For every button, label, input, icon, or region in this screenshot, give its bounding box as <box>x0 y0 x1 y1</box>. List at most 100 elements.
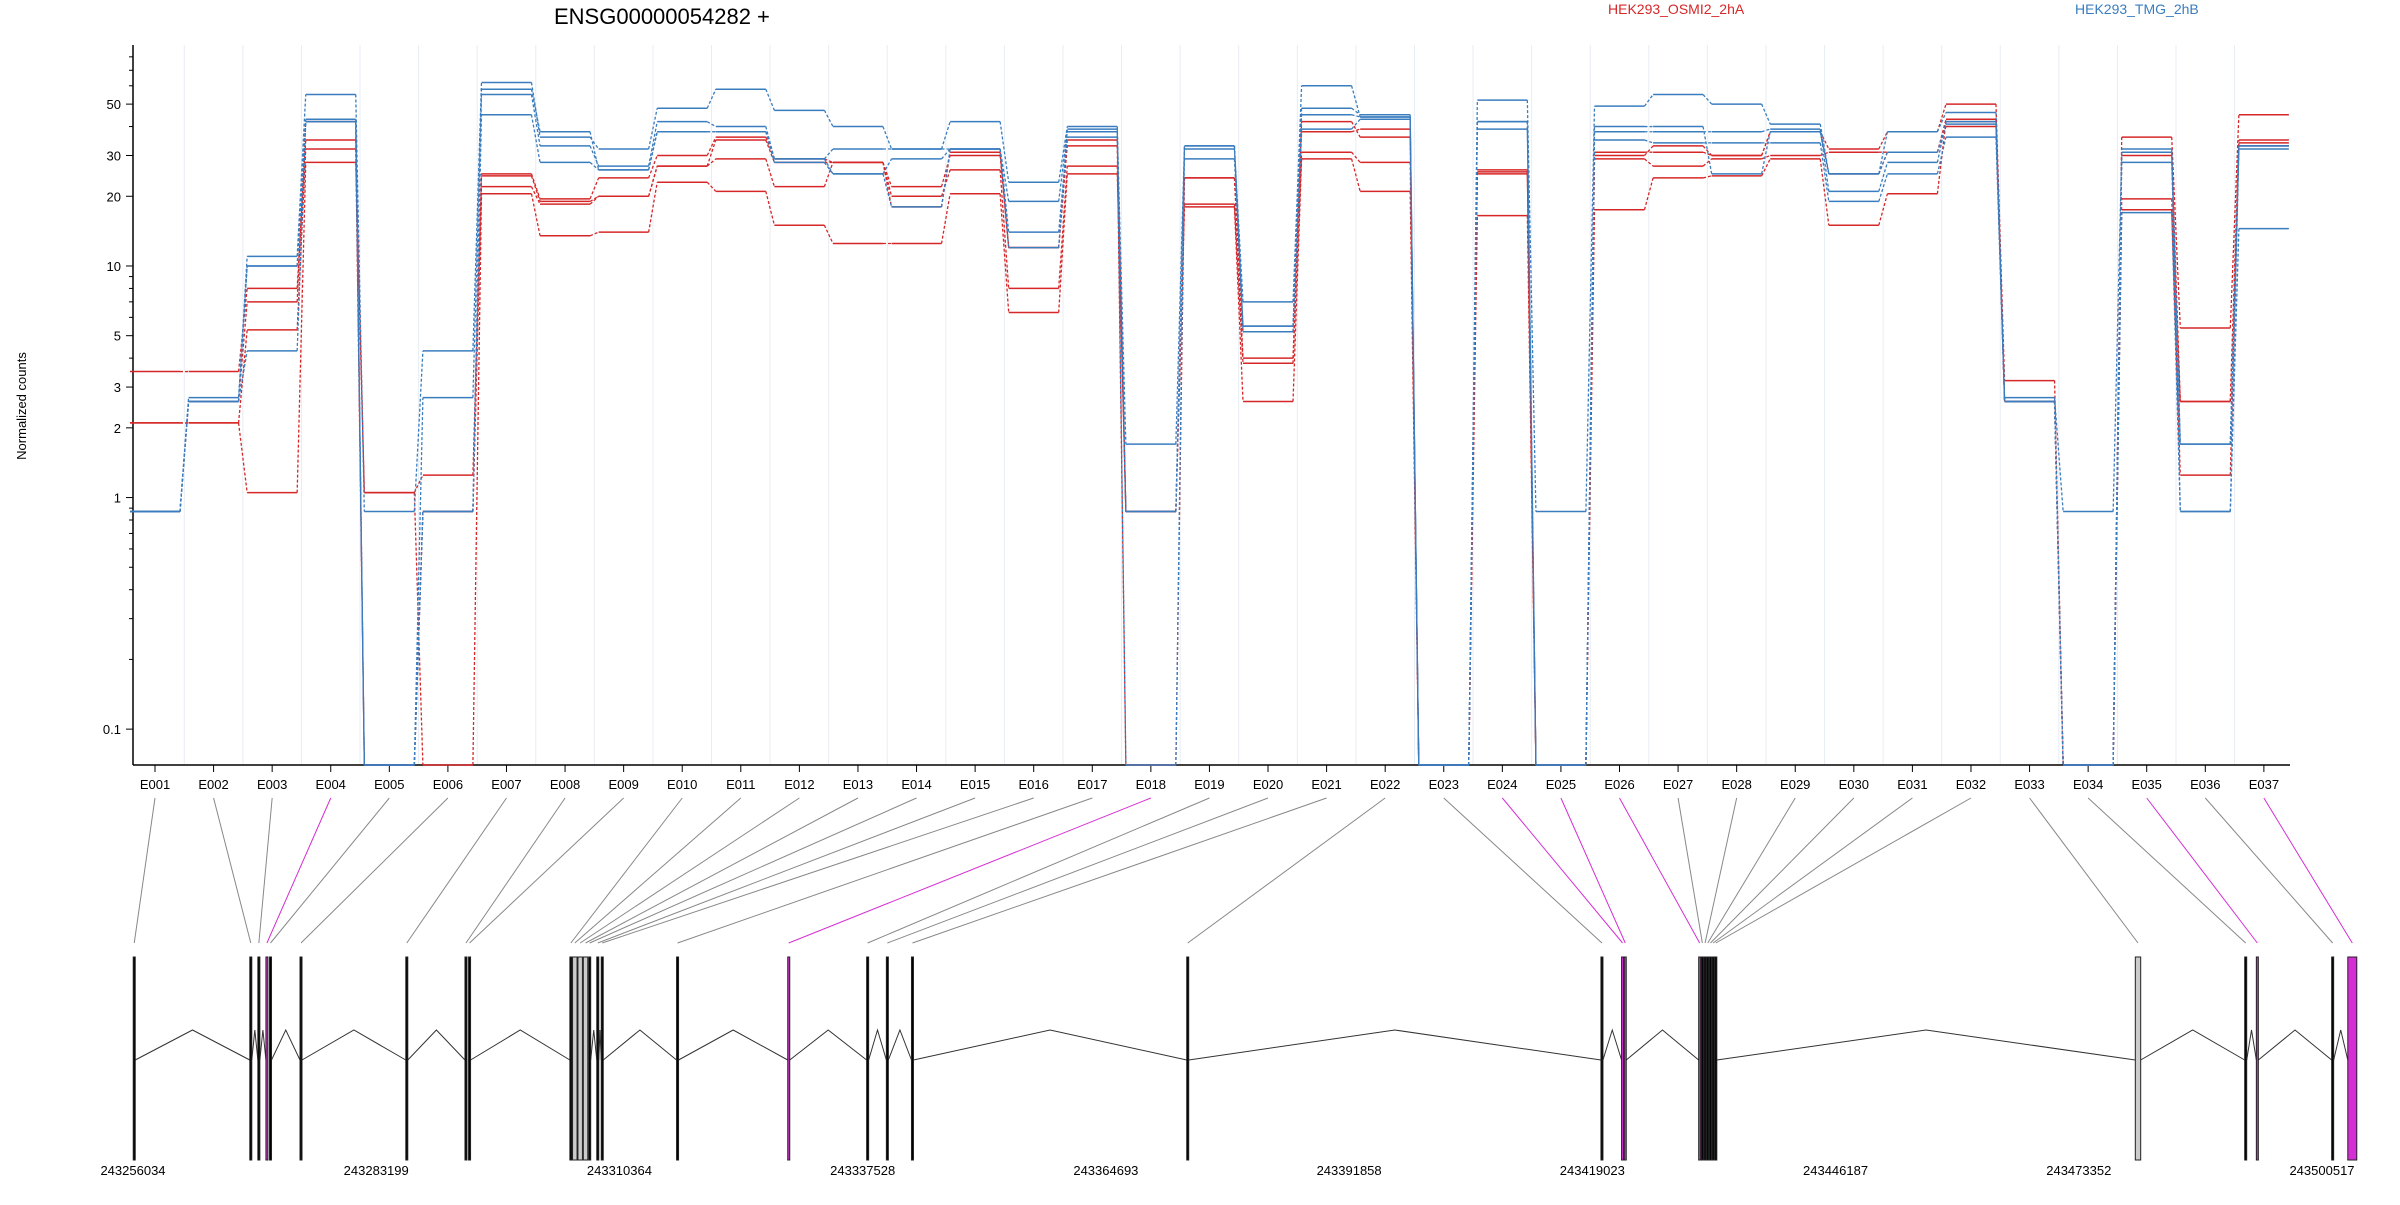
x-tick-label: E016 <box>1019 777 1049 792</box>
exon-connector-E037 <box>2263 797 2353 944</box>
series-connector <box>1936 137 1947 174</box>
series-connector <box>530 173 541 200</box>
intron <box>407 1029 466 1061</box>
series-connector <box>1058 137 1068 233</box>
series-connector <box>1936 121 1947 163</box>
series-connector <box>2229 139 2240 402</box>
x-tick-label: E030 <box>1839 777 1869 792</box>
y-tick-label: 10 <box>107 259 121 274</box>
series-connector <box>530 175 541 202</box>
exon-connector-E001 <box>133 797 156 944</box>
x-tick-label: E022 <box>1370 777 1400 792</box>
exon-connector-E024 <box>1501 797 1623 944</box>
x-tick-label: E011 <box>726 777 755 792</box>
legend-label-osmi2: HEK293_OSMI2_2hA <box>1608 1 1745 17</box>
x-tick-label: E036 <box>2190 777 2220 792</box>
exon-connector-E014 <box>589 797 917 944</box>
exon-E014 <box>588 956 592 1161</box>
exon-E030 <box>1708 956 1712 1161</box>
exon-connector-E007 <box>406 797 507 944</box>
series-tmg-6 <box>130 113 2289 766</box>
exon-connector-E026 <box>1619 797 1701 944</box>
series-connector <box>1643 177 1654 210</box>
exon-E024 <box>1621 956 1625 1161</box>
series-connector <box>1878 151 1889 175</box>
x-tick-label: E004 <box>316 777 346 792</box>
series-connector <box>999 148 1010 233</box>
axis-layer: 0.1 1 2 3 5 10 20 30 50 E001 E002 E003 E004 E005 E006 E… <box>103 45 2290 792</box>
gene-coordinate-label: 243473352 <box>2046 1163 2111 1178</box>
series-connector <box>296 121 307 302</box>
x-tick-label: E002 <box>198 777 228 792</box>
exon-connector-E030 <box>1710 797 1855 944</box>
gene-coordinate-label: 243283199 <box>344 1163 409 1178</box>
series-connector <box>2112 212 2123 766</box>
series-connector <box>296 94 307 257</box>
intron <box>602 1029 677 1061</box>
intron <box>1602 1028 1623 1061</box>
exon-connector-E025 <box>1560 797 1626 944</box>
series-connector <box>355 121 365 766</box>
series-connector <box>1761 131 1771 156</box>
exon-connector-E002 <box>213 797 252 944</box>
series-connector <box>1761 131 1771 174</box>
series-connector <box>647 182 658 233</box>
series-connector <box>706 158 717 167</box>
intron <box>887 1028 912 1061</box>
series-connector <box>296 162 307 493</box>
exon-E025 <box>1623 956 1627 1161</box>
exon-connector-E027 <box>1677 797 1703 944</box>
series-connector <box>999 148 1010 248</box>
exon-connector-E031 <box>1712 797 1913 944</box>
series-connector <box>589 161 600 171</box>
x-tick-label: E037 <box>2249 777 2279 792</box>
series-tmg-5 <box>130 93 2289 766</box>
series-connector <box>1351 151 1361 163</box>
exon-connector-E009 <box>469 797 624 944</box>
grid-layer <box>183 45 2236 765</box>
exon-E012 <box>577 956 583 1161</box>
series-connector <box>1350 158 1361 192</box>
series-connector <box>706 88 717 109</box>
series-connector <box>589 177 600 200</box>
exon-connector-E017 <box>677 797 1093 944</box>
x-tick-label: E035 <box>2132 777 2162 792</box>
series-connector <box>1702 175 1712 179</box>
exon-E023 <box>1600 956 1604 1161</box>
exon-E034 <box>2244 956 2248 1161</box>
x-tick-label: E009 <box>608 777 638 792</box>
series-connector <box>237 265 248 398</box>
x-tick-label: E034 <box>2073 777 2103 792</box>
series-connector <box>413 511 424 766</box>
series-tmg-7 <box>130 88 2289 766</box>
y-tick-label: 5 <box>114 329 121 344</box>
series-connector <box>882 173 893 208</box>
connector-layer <box>133 797 2353 944</box>
series-connector <box>1702 94 1713 105</box>
series-connector <box>530 89 541 132</box>
intron <box>2246 1029 2257 1061</box>
exon-connector-E033 <box>2029 797 2139 944</box>
series-connector <box>472 89 483 512</box>
series-connector <box>413 350 424 512</box>
series-connector <box>296 121 307 351</box>
series-connector <box>1351 128 1361 133</box>
series-connector <box>823 162 834 187</box>
series-connector <box>1175 145 1186 766</box>
series-connector <box>1643 94 1654 107</box>
series-connector <box>1819 131 1830 150</box>
x-tick-label: E026 <box>1604 777 1634 792</box>
y-tick-label: 30 <box>107 148 121 163</box>
series-connector <box>823 162 834 175</box>
series-connector <box>1702 158 1713 167</box>
exon-connector-E035 <box>2146 797 2258 944</box>
x-tick-label: E015 <box>960 777 990 792</box>
series-connector <box>1351 121 1361 138</box>
intron <box>1625 1029 1699 1061</box>
series-connector <box>1761 154 1771 160</box>
exon-E036 <box>2331 956 2335 1161</box>
exon-connector-E015 <box>597 797 976 944</box>
series-connector <box>706 136 717 156</box>
series-connector <box>472 193 483 766</box>
intron <box>2258 1029 2332 1061</box>
